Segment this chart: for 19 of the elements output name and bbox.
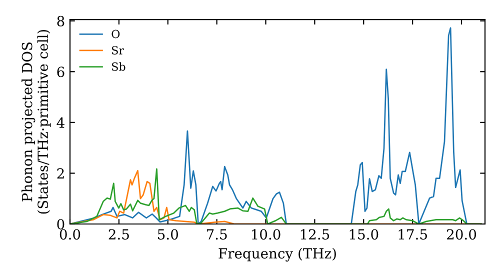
y-tick-label: 4 — [56, 117, 64, 128]
legend-label: Sb — [112, 62, 126, 71]
x-tick-label: 2.5 — [108, 229, 129, 240]
legend-label: O — [112, 30, 120, 38]
x-tick-label: 7.5 — [206, 229, 227, 240]
x-tick-label: 17.5 — [398, 229, 427, 240]
x-tick-label: 12.5 — [300, 229, 330, 240]
y-axis-title: Phonon projected DOS (States/THz·primitive cell) — [22, 30, 51, 214]
x-tick-label: 20.0 — [446, 229, 476, 240]
x-tick-label: 10.0 — [252, 229, 280, 240]
y-tick-label: 2 — [57, 168, 64, 178]
y-tick-label: 6 — [57, 66, 64, 78]
y-tick-label: 0 — [57, 218, 64, 230]
x-tick-label: 5.0 — [158, 229, 178, 240]
x-tick-label: 15.0 — [350, 229, 378, 240]
x-tick-label: 0.0 — [60, 229, 80, 240]
x-axis-title: Frequency (THz) — [218, 248, 336, 262]
legend-label: Sr — [112, 46, 124, 55]
y-tick-label: 8 — [57, 16, 64, 26]
